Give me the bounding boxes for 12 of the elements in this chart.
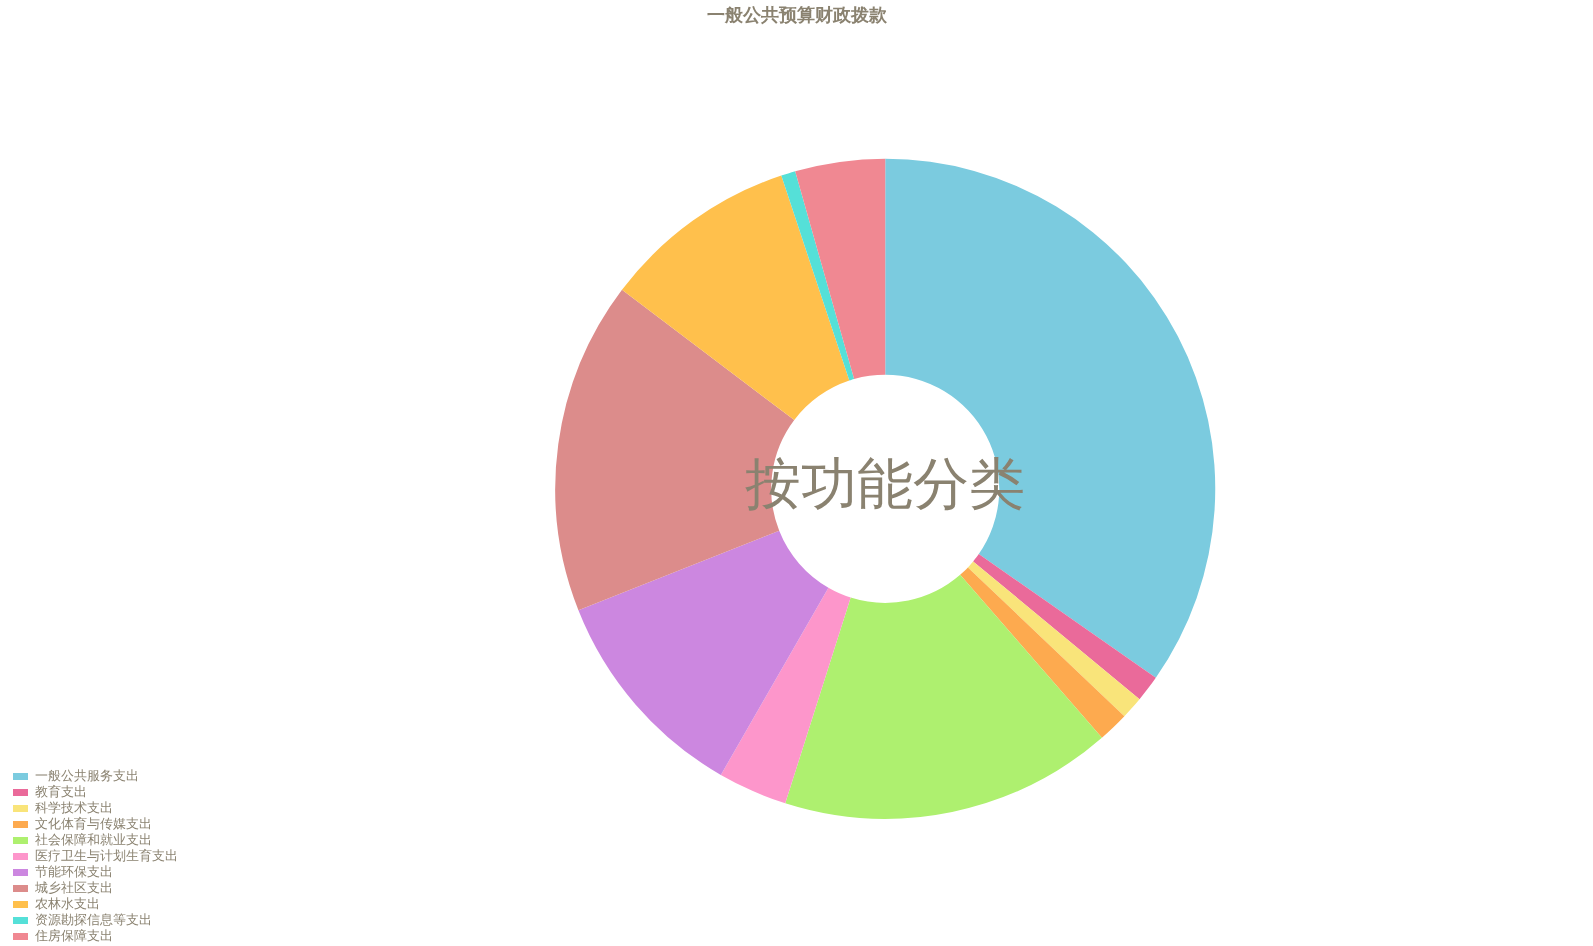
- legend-label: 一般公共服务支出: [34, 767, 139, 783]
- legend-label: 科学技术支出: [34, 799, 113, 815]
- legend-label: 教育支出: [34, 783, 87, 799]
- legend-label: 城乡社区支出: [33, 879, 113, 895]
- legend-label: 社会保障和就业支出: [34, 831, 152, 847]
- legend-label: 资源勘探信息等支出: [34, 911, 152, 927]
- legend-label: 文化体育与传媒支出: [34, 815, 152, 831]
- legend-label: 住房保障支出: [33, 927, 113, 943]
- legend-label: 节能环保支出: [34, 863, 113, 879]
- chart-title: 一般公共预算财政拨款: [706, 4, 888, 26]
- legend-label: 农林水支出: [34, 895, 100, 911]
- legend-label: 医疗卫生与计划生育支出: [34, 847, 178, 863]
